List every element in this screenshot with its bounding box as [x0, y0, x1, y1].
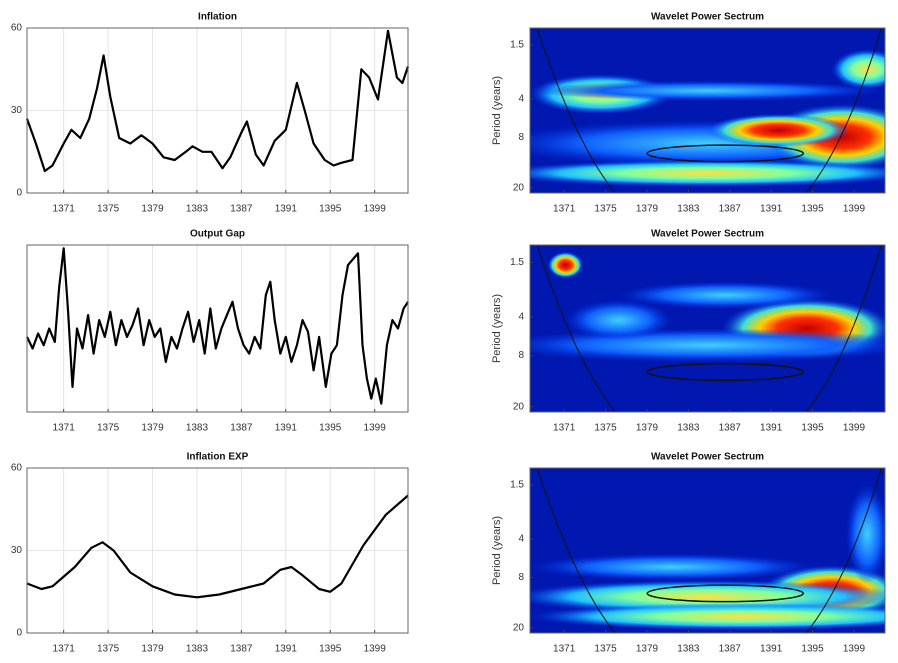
x-tick-label: 1375: [594, 423, 617, 434]
y-tick-label: 8: [518, 132, 524, 143]
x-tick-label: 1399: [843, 423, 866, 434]
x-tick-label: 1379: [636, 644, 659, 655]
x-tick-label: 1379: [636, 423, 659, 434]
power-region: [548, 252, 584, 279]
x-tick-label: 1383: [186, 423, 209, 434]
y-tick-label: 20: [513, 622, 525, 633]
x-tick-label: 1395: [319, 644, 342, 655]
x-tick-label: 1391: [275, 644, 298, 655]
x-tick-label: 1391: [760, 644, 783, 655]
x-tick-label: 1379: [141, 644, 164, 655]
x-tick-label: 1387: [719, 204, 742, 215]
x-tick-label: 1395: [801, 644, 824, 655]
x-tick-label: 1375: [594, 644, 617, 655]
y-tick-label: 20: [513, 401, 525, 412]
x-tick-label: 1399: [364, 423, 387, 434]
x-tick-label: 1375: [97, 423, 120, 434]
chart-title: Output Gap: [190, 229, 245, 240]
x-tick-label: 1391: [275, 423, 298, 434]
x-tick-label: 1375: [97, 644, 120, 655]
y-tick-label: 4: [518, 94, 524, 105]
power-region: [530, 554, 814, 580]
x-tick-label: 1399: [843, 204, 866, 215]
x-tick-label: 1371: [53, 644, 76, 655]
x-tick-label: 1379: [636, 204, 659, 215]
y-tick-label: 0: [16, 188, 22, 199]
x-tick-label: 1387: [719, 423, 742, 434]
plot-area: [27, 245, 408, 412]
y-axis-label: Period (years): [491, 76, 503, 145]
y-axis-label: Period (years): [491, 516, 503, 585]
x-tick-label: 1379: [141, 204, 164, 215]
x-tick-label: 1391: [760, 204, 783, 215]
x-tick-label: 1399: [364, 204, 387, 215]
x-tick-label: 1379: [141, 423, 164, 434]
x-tick-label: 1371: [553, 204, 576, 215]
x-tick-label: 1391: [275, 204, 298, 215]
y-tick-label: 60: [11, 463, 23, 474]
wavelet-image: [495, 245, 898, 448]
power-region: [846, 485, 889, 584]
x-tick-label: 1395: [319, 423, 342, 434]
y-tick-label: 1.5: [510, 480, 524, 491]
chart-title: Wavelet Power Sectrum: [651, 12, 764, 23]
x-tick-label: 1383: [186, 644, 209, 655]
y-tick-label: 8: [518, 350, 524, 361]
x-tick-label: 1387: [230, 423, 253, 434]
chart-title: Wavelet Power Sectrum: [651, 229, 764, 240]
x-tick-label: 1387: [230, 644, 253, 655]
y-axis-label: Period (years): [491, 294, 503, 363]
wavelet-image: [512, 468, 898, 658]
x-tick-label: 1371: [553, 644, 576, 655]
x-tick-label: 1371: [53, 423, 76, 434]
x-tick-label: 1399: [364, 644, 387, 655]
y-tick-label: 4: [518, 534, 524, 545]
y-tick-label: 30: [11, 545, 23, 556]
x-tick-label: 1383: [677, 644, 700, 655]
y-tick-label: 4: [518, 312, 524, 323]
x-tick-label: 1383: [677, 423, 700, 434]
wavelet-image: [495, 28, 898, 229]
x-tick-label: 1395: [319, 204, 342, 215]
x-tick-label: 1371: [53, 204, 76, 215]
chart-title: Wavelet Power Sectrum: [651, 452, 764, 463]
power-region: [566, 300, 673, 340]
power-region: [708, 114, 850, 147]
y-tick-label: 1.5: [510, 257, 524, 268]
x-tick-label: 1375: [594, 204, 617, 215]
x-tick-label: 1383: [186, 204, 209, 215]
x-tick-label: 1399: [843, 644, 866, 655]
chart-title: Inflation EXP: [187, 452, 249, 463]
y-tick-label: 60: [11, 23, 23, 34]
power-region: [530, 81, 885, 101]
power-region: [619, 282, 832, 309]
x-tick-label: 1375: [97, 204, 120, 215]
y-tick-label: 30: [11, 105, 23, 116]
chart-title: Inflation: [198, 12, 237, 23]
y-tick-label: 0: [16, 628, 22, 639]
x-tick-label: 1383: [677, 204, 700, 215]
y-tick-label: 8: [518, 572, 524, 583]
x-tick-label: 1371: [553, 423, 576, 434]
x-tick-label: 1387: [719, 644, 742, 655]
x-tick-label: 1395: [801, 204, 824, 215]
x-tick-label: 1391: [760, 423, 783, 434]
y-tick-label: 20: [513, 182, 525, 193]
x-tick-label: 1395: [801, 423, 824, 434]
y-tick-label: 1.5: [510, 40, 524, 51]
x-tick-label: 1387: [230, 204, 253, 215]
